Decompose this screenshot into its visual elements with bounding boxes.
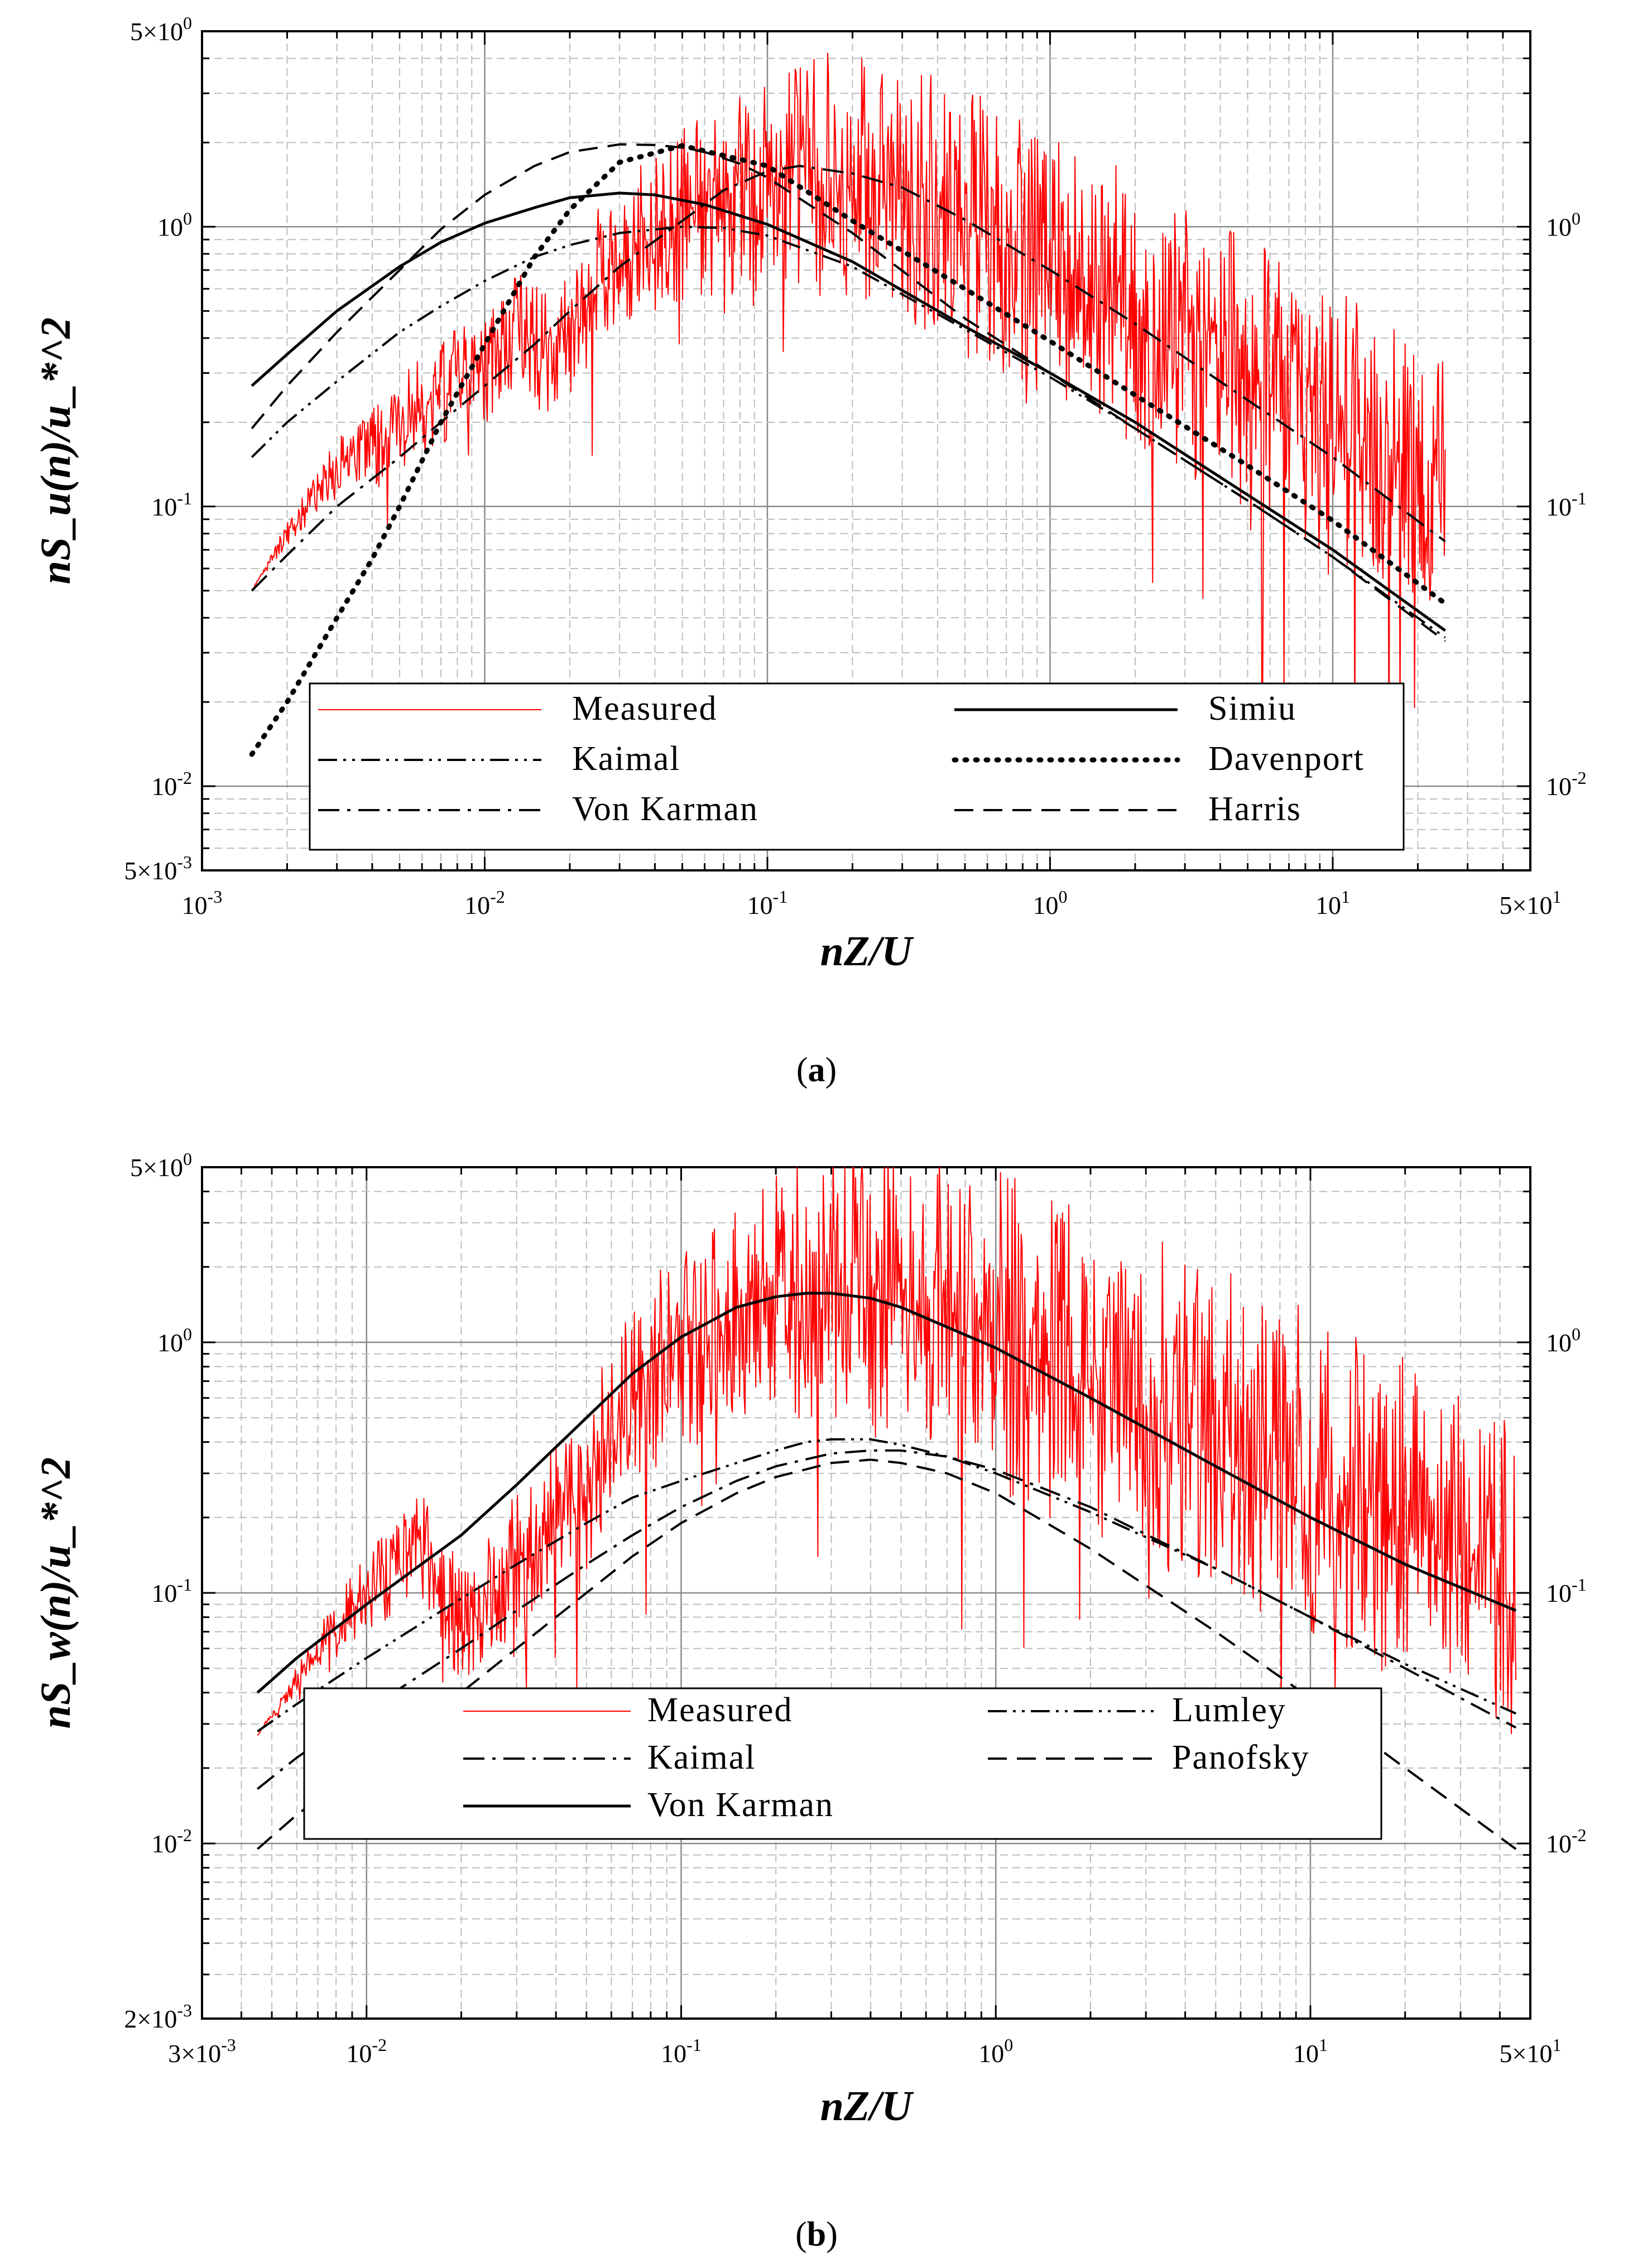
series-harris	[251, 143, 1446, 642]
legend-box	[303, 1687, 1382, 1840]
series-lumley	[257, 1438, 1517, 1732]
plot-area	[249, 52, 1448, 782]
legend-label: Harris	[1208, 790, 1301, 828]
legend-label: Davenport	[1208, 740, 1365, 778]
x-tick-label: 10-1	[661, 2035, 702, 2068]
y-tick-label: 5×100	[130, 1149, 192, 1182]
y-tick-label: 5×100	[130, 13, 192, 46]
legend-label: Kaimal	[647, 1739, 756, 1776]
legend: Measured Lumley Kaimal Panofsky Von Karman	[303, 1687, 1382, 1840]
x-tick-label: 101	[1315, 887, 1350, 919]
y2-tick-label: 10-1	[1546, 488, 1587, 521]
series-panofsky	[256, 1458, 1517, 1850]
x-tick-label: 100	[1032, 887, 1067, 919]
x-tick-label: 10-2	[346, 2035, 387, 2068]
y-tick-label: 10-2	[151, 768, 192, 801]
legend-label: Kaimal	[572, 740, 681, 778]
series-von-karman	[256, 1292, 1517, 1694]
y-tick-label: 100	[157, 208, 192, 241]
x-axis-title: nZ/U	[820, 928, 915, 975]
series-kaimal	[257, 1449, 1517, 1790]
legend-label: Von Karman	[647, 1786, 834, 1824]
x-tick-label: 5×101	[1500, 887, 1562, 919]
y-axis-title: nS_w(n)/u_*^2	[32, 1457, 79, 1729]
x-tick-label: 5×101	[1500, 2035, 1562, 2068]
y-tick-label: 5×10-3	[124, 852, 192, 885]
y2-tick-label: 10-2	[1546, 1825, 1587, 1858]
y2-tick-label: 100	[1546, 208, 1581, 241]
x-axis-title: nZ/U	[820, 2083, 915, 2130]
x-tick-label: 100	[978, 2035, 1013, 2068]
legend-label: Lumley	[1172, 1691, 1286, 1729]
legend-box	[309, 682, 1405, 851]
series-measured	[251, 52, 1446, 782]
x-tick-label: 101	[1293, 2035, 1328, 2068]
plot-area	[256, 1167, 1517, 1850]
x-tick-label: 10-2	[464, 887, 505, 919]
chart-panel-a: 10-3 10-2 10-1 100 101 5×101 5×100 100 10-1 10-2 5…	[32, 13, 1587, 1089]
x-tick-label: 10-1	[747, 887, 788, 919]
legend: Measured Simiu Kaimal Davenport Von Karman Ha…	[309, 682, 1405, 851]
series-davenport	[249, 143, 1448, 757]
y-tick-label: 100	[157, 1324, 192, 1357]
y2-tick-label: 100	[1546, 1324, 1581, 1357]
plot-frame	[201, 30, 1531, 871]
y-tick-label: 10-1	[151, 1574, 192, 1607]
legend-label: Simiu	[1208, 690, 1296, 728]
series-simiu	[251, 191, 1446, 632]
y2-tick-label: 10-2	[1546, 768, 1587, 801]
y-tick-label: 10-1	[151, 488, 192, 521]
y-tick-label: 2×10-3	[124, 2000, 192, 2033]
panel-caption: (b)	[795, 2216, 838, 2253]
legend-label: Measured	[572, 690, 717, 728]
panel-caption: (a)	[796, 1051, 837, 1089]
x-tick-label: 10-3	[182, 887, 223, 919]
x-tick-label: 3×10-3	[168, 2035, 236, 2068]
tick-marks	[201, 1166, 1531, 2020]
y-tick-label: 10-2	[151, 1825, 192, 1858]
y-axis-title: nS_u(n)/u_*^2	[32, 317, 79, 584]
legend-label: Panofsky	[1172, 1739, 1310, 1776]
y2-tick-label: 10-1	[1546, 1574, 1587, 1607]
series-von-karman	[251, 165, 1446, 592]
chart-panel-b: 3×10-3 10-2 10-1 100 101 5×101 5×100 100 10-1 10-…	[32, 1149, 1587, 2253]
legend-label: Measured	[647, 1691, 793, 1729]
legend-label: Von Karman	[572, 790, 758, 828]
series-measured	[257, 1167, 1517, 1736]
tick-marks	[201, 30, 1531, 871]
